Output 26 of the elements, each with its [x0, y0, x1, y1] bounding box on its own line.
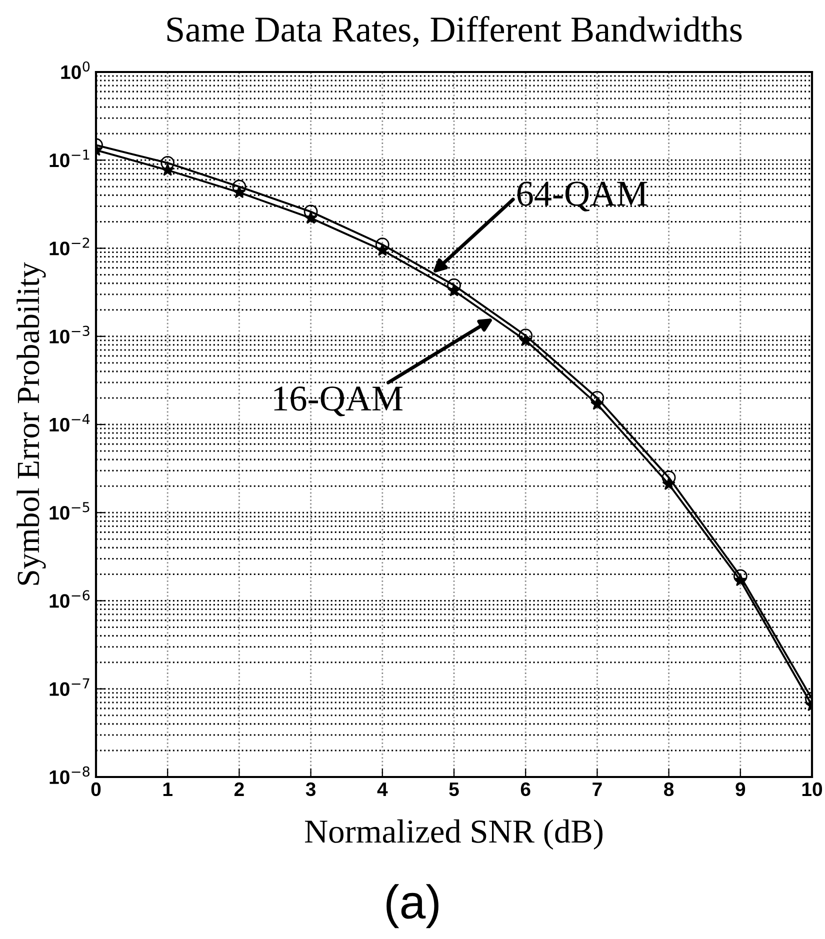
y-tick-label: 10$^{−2}$ — [50, 238, 90, 256]
chart-title: Same Data Rates, Different Bandwidths — [167, 16, 742, 47]
y-tick-label: 10$^{−4}$ — [50, 414, 90, 432]
y-axis-title: Symbol Error Probability — [16, 262, 46, 585]
x-tick-label: 1 — [163, 782, 172, 796]
x-tick-label: 0 — [91, 782, 101, 796]
x-tick-label: 9 — [736, 782, 746, 796]
x-tick-label: 8 — [664, 782, 674, 796]
y-tick-label: 10$^{0}$ — [61, 61, 90, 80]
y-tick-label: 10$^{−5}$ — [50, 502, 90, 520]
annotation: 16-QAM — [274, 386, 402, 416]
x-tick-label: 3 — [306, 782, 316, 796]
text: (a) — [386, 884, 438, 928]
y-tick-label: 10$^{−6}$ — [50, 590, 90, 608]
annotation: 64-QAM — [517, 182, 648, 212]
x-tick-label: 6 — [520, 782, 530, 796]
y-tick-label: 10$^{−7}$ — [50, 678, 90, 696]
y-tick-label: 10$^{−8}$ — [50, 766, 90, 784]
x-tick-label: 5 — [449, 782, 459, 796]
x-tick-label: 2 — [234, 782, 244, 796]
x-tick-label: 10 — [802, 782, 822, 796]
x-tick-label: 7 — [592, 782, 602, 796]
x-tick-label: 4 — [377, 782, 388, 796]
x-axis-title: Normalized SNR (dB) — [304, 819, 603, 850]
y-tick-label: 10$^{−3}$ — [50, 326, 90, 344]
y-tick-label: 10$^{−1}$ — [50, 150, 90, 168]
